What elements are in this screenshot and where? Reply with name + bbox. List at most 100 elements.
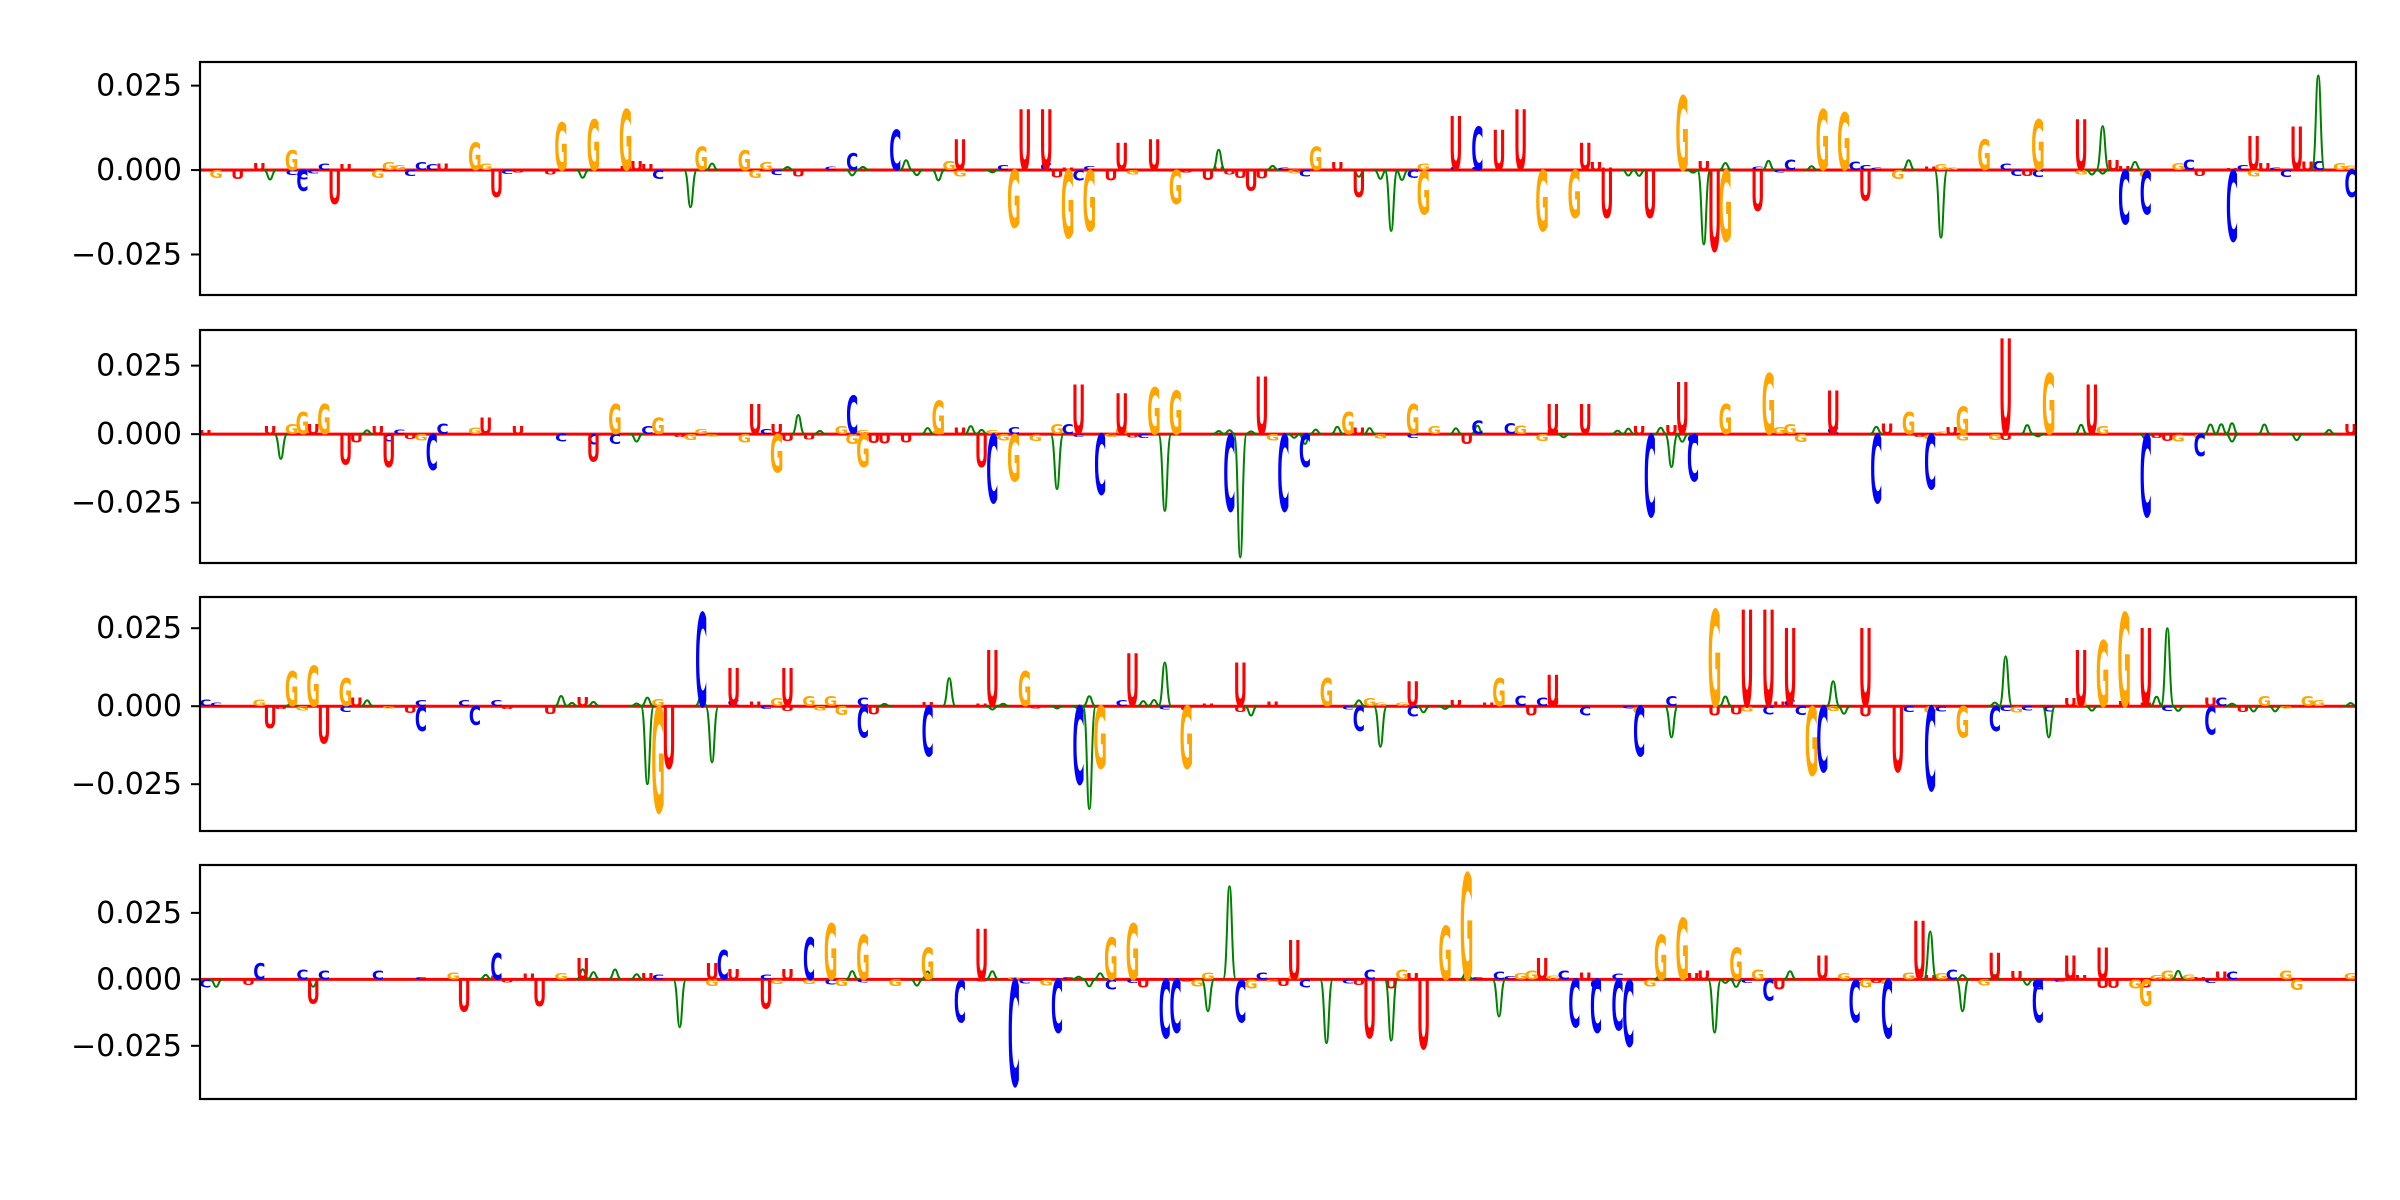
glyph-a [1761, 159, 1776, 172]
glyph-u: U [404, 705, 417, 715]
glyph-c: C [1946, 967, 1958, 983]
glyph-c: C [587, 432, 599, 448]
glyph-c: C [2021, 705, 2033, 712]
glyph-a [630, 702, 644, 708]
glyph-u: U [781, 705, 794, 713]
glyph-u: U [1913, 905, 1926, 999]
glyph-a [2085, 169, 2099, 176]
glyph-c: C [1073, 167, 1085, 184]
glyph-c: C [1364, 967, 1376, 983]
glyph-a [1082, 695, 1097, 708]
glyph-g: G [2139, 972, 2153, 1015]
glyph-c: C [296, 168, 308, 183]
glyph-u: U [2215, 970, 2228, 982]
glyph-a [1955, 978, 1970, 1013]
glyph-g: G [2074, 169, 2088, 176]
glyph-a [273, 433, 289, 460]
glyph-c: C [469, 702, 481, 732]
glyph-a [1373, 169, 1388, 180]
glyph-g: G [1632, 705, 1646, 717]
glyph-u: U [490, 974, 503, 980]
glyph-g: G [1039, 978, 1053, 987]
glyph-u: U [1201, 703, 1214, 707]
glyph-c: C [1407, 169, 1419, 181]
glyph-c: C [1353, 701, 1365, 740]
glyph-a [1309, 428, 1323, 436]
glyph-g: G [651, 414, 665, 440]
glyph-c: C [1687, 433, 1699, 446]
glyph-u: U [2021, 169, 2034, 179]
glyph-c: C [1008, 952, 1020, 1121]
glyph-a [360, 429, 374, 436]
glyph-a [1438, 705, 1452, 710]
glyph-c: C [1644, 411, 1656, 543]
glyph-u: U [576, 952, 589, 986]
glyph-u: U [2150, 433, 2163, 439]
glyph-g: G [253, 699, 267, 709]
glyph-u: U [1126, 640, 1139, 724]
glyph-g: G [813, 705, 827, 712]
glyph-a [2268, 705, 2282, 713]
glyph-g: G [2128, 977, 2142, 992]
glyph-g: G [2171, 433, 2185, 445]
glyph-a [1922, 930, 1938, 981]
glyph-c: C [1849, 160, 1861, 173]
glyph-c: C [1008, 426, 1020, 437]
glyph-g: G [2031, 105, 2045, 186]
glyph-c: C [760, 428, 772, 436]
glyph-a [1675, 433, 1689, 443]
glyph-g: G [1902, 970, 1916, 982]
glyph-c: C [339, 705, 351, 714]
glyph-a [1449, 427, 1463, 436]
glyph-g: G [1902, 406, 1916, 442]
glyph-u: U [2193, 169, 2206, 178]
glyph-a [1212, 430, 1226, 436]
glyph-g: G [2193, 433, 2207, 440]
glyph-c: C [199, 699, 211, 709]
glyph-u: U [975, 427, 988, 479]
glyph-a [931, 169, 946, 182]
glyph-u: U [1751, 159, 1764, 224]
glyph-u: U [263, 701, 276, 736]
glyph-c: C [383, 433, 395, 444]
glyph-u: U [975, 703, 988, 707]
glyph-c: C [695, 587, 707, 737]
glyph-g: G [1169, 380, 1183, 450]
glyph-c: C [846, 387, 858, 448]
glyph-a [2310, 74, 2326, 172]
glyph-a [672, 978, 688, 1029]
glyph-g: G [2279, 968, 2293, 983]
glyph-c: C [296, 967, 308, 983]
glyph-c: C [1137, 433, 1149, 439]
glyph-g: G [382, 706, 396, 710]
glyph-g: G [932, 394, 946, 446]
glyph-c: C [393, 428, 405, 435]
glyph-c: C [2345, 162, 2357, 206]
glyph-u: U [1859, 608, 1872, 732]
glyph-u: U [2193, 977, 2206, 981]
glyph-c: C [1159, 705, 1171, 710]
glyph-u: U [748, 700, 761, 707]
glyph-g: G [1460, 846, 1474, 1015]
glyph-a [1330, 425, 1344, 436]
glyph-c: C [318, 163, 330, 173]
glyph-g: G [468, 135, 482, 179]
glyph-a [704, 705, 720, 764]
glyph-u: U [986, 636, 999, 726]
glyph-c: C [1752, 166, 1764, 171]
glyph-g: G [1417, 159, 1431, 229]
glyph-g: G [1546, 974, 1560, 980]
glyph-u: U [1923, 166, 1936, 171]
glyph-g: G [1395, 702, 1409, 707]
glyph-u: U [1579, 397, 1592, 444]
glyph-u: U [2290, 116, 2303, 186]
glyph-g: G [986, 430, 1000, 436]
glyph-a [1352, 699, 1366, 708]
glyph-c: C [857, 697, 869, 710]
glyph-u: U [1826, 380, 1839, 450]
glyph-a [1157, 661, 1173, 708]
glyph-u: U [1417, 962, 1430, 1072]
glyph-c: C [1881, 963, 1893, 1057]
